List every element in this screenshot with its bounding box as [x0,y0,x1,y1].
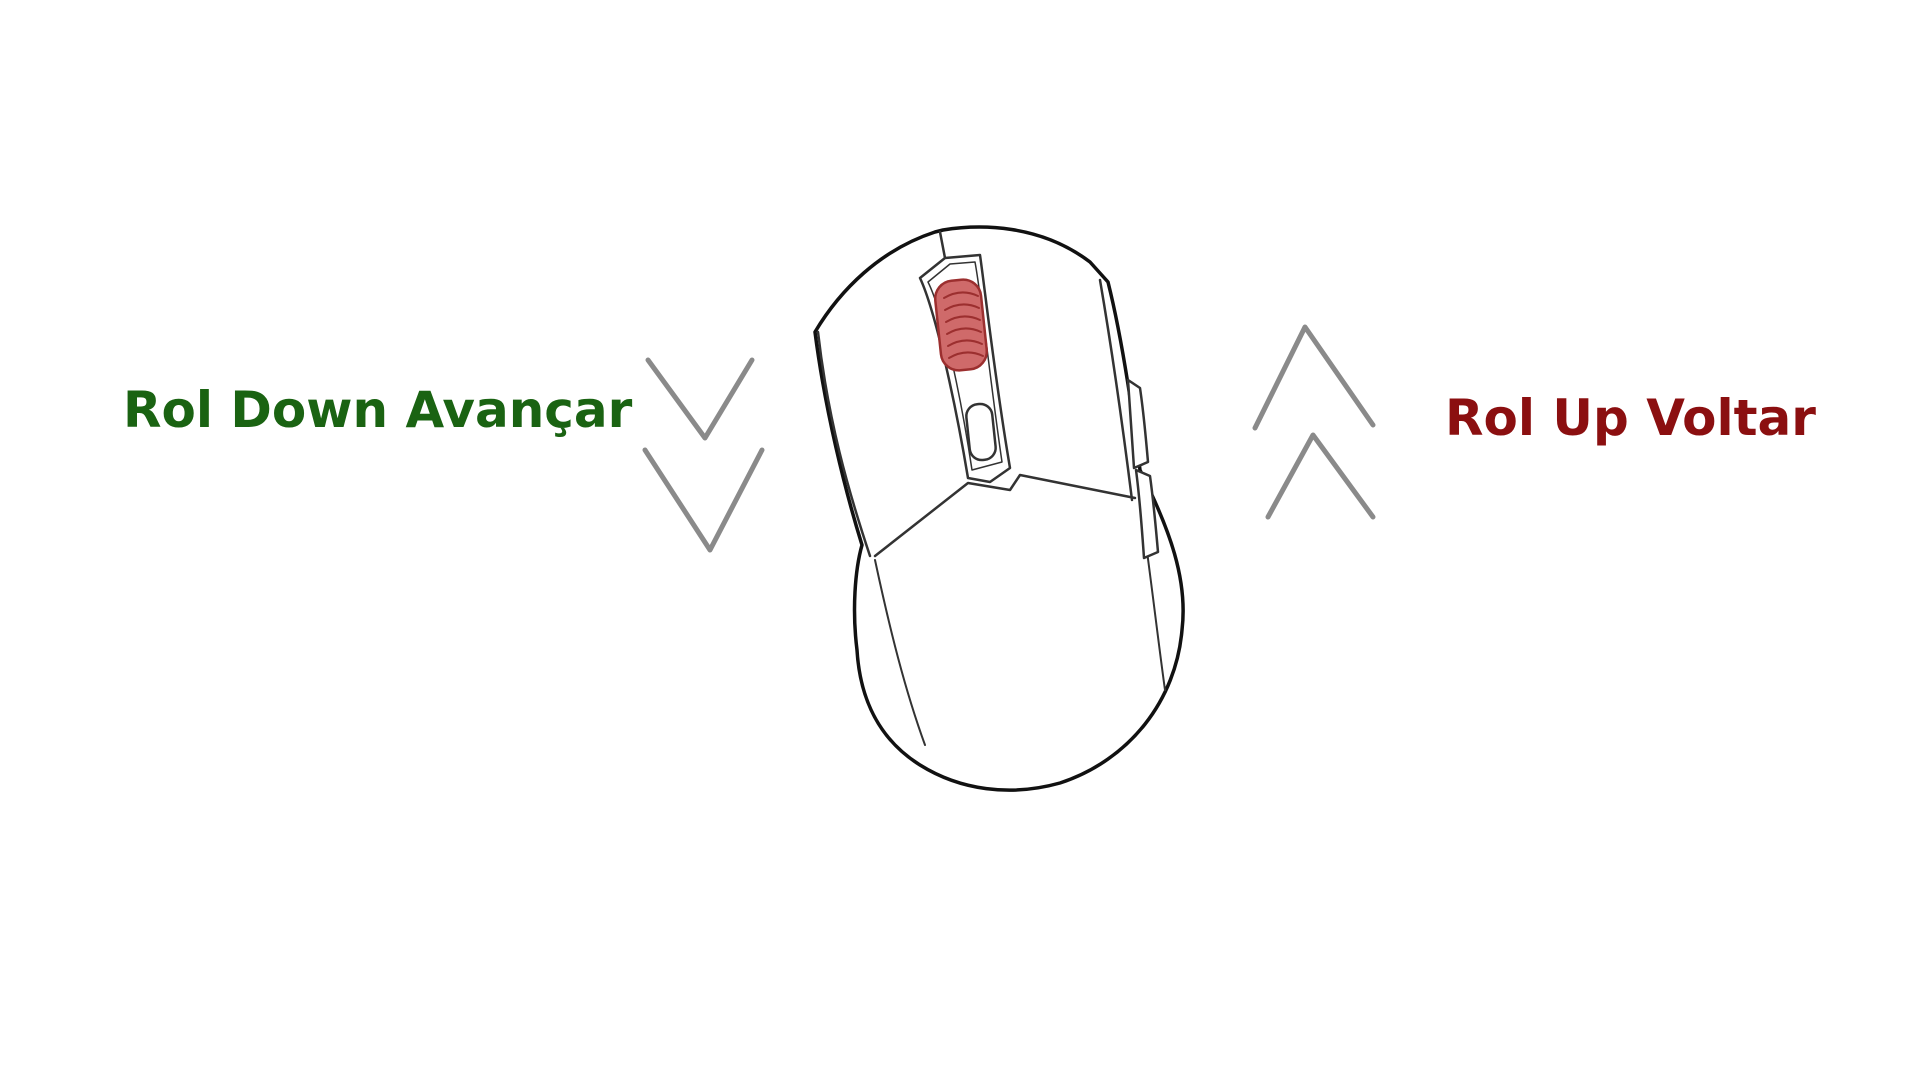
scroll-wheel-highlight [933,278,989,372]
scroll-wheel-ridges [943,291,984,359]
chevron-up-upper [1252,324,1376,431]
side-button-forward [1126,378,1150,470]
chevron-down-lower [642,447,765,553]
scroll-wheel [933,278,989,372]
dpi-button [965,402,997,462]
right-button-edge [1098,278,1134,502]
mouse-body-outline [813,225,1185,792]
palm-divider [873,473,1137,558]
chevron-up-lower [1265,432,1376,520]
mouse-top-view-icon [813,225,1185,792]
left-button-edge [816,330,872,558]
double-chevron-down-icon [642,357,765,553]
double-chevron-up-icon [1252,324,1376,520]
button-seam [938,230,947,260]
left-grip-line [874,559,926,746]
side-button-back [1134,468,1160,560]
chevron-down-upper [645,357,755,441]
scroll-up-label: Rol Up Voltar [1445,389,1816,447]
scroll-down-label: Rol Down Avançar [123,381,633,439]
